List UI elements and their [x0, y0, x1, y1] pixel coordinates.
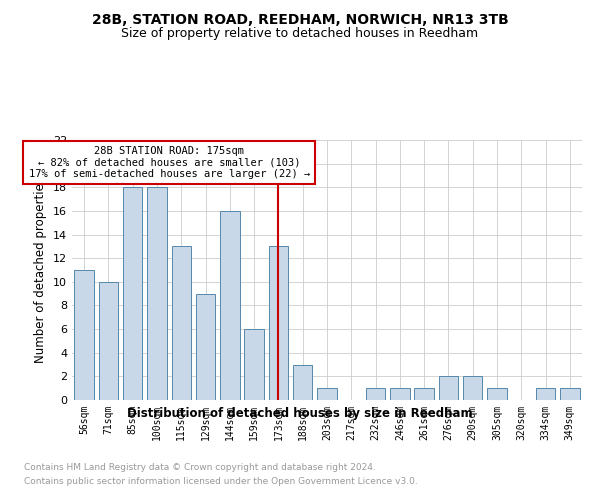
Y-axis label: Number of detached properties: Number of detached properties [34, 177, 47, 363]
Bar [415, 388, 434, 400]
Bar [172, 246, 191, 400]
Bar [487, 388, 507, 400]
Bar [439, 376, 458, 400]
Text: Contains public sector information licensed under the Open Government Licence v3: Contains public sector information licen… [24, 478, 418, 486]
Bar [99, 282, 118, 400]
Text: Size of property relative to detached houses in Reedham: Size of property relative to detached ho… [121, 28, 479, 40]
Bar [244, 329, 264, 400]
Bar [317, 388, 337, 400]
Bar [74, 270, 94, 400]
Bar [123, 188, 142, 400]
Bar [220, 211, 239, 400]
Bar [560, 388, 580, 400]
Text: 28B, STATION ROAD, REEDHAM, NORWICH, NR13 3TB: 28B, STATION ROAD, REEDHAM, NORWICH, NR1… [92, 12, 508, 26]
Bar [390, 388, 410, 400]
Text: 28B STATION ROAD: 175sqm
← 82% of detached houses are smaller (103)
17% of semi-: 28B STATION ROAD: 175sqm ← 82% of detach… [29, 146, 310, 179]
Bar [196, 294, 215, 400]
Bar [536, 388, 555, 400]
Text: Distribution of detached houses by size in Reedham: Distribution of detached houses by size … [127, 408, 473, 420]
Text: Contains HM Land Registry data © Crown copyright and database right 2024.: Contains HM Land Registry data © Crown c… [24, 462, 376, 471]
Bar [463, 376, 482, 400]
Bar [269, 246, 288, 400]
Bar [293, 364, 313, 400]
Bar [147, 188, 167, 400]
Bar [366, 388, 385, 400]
